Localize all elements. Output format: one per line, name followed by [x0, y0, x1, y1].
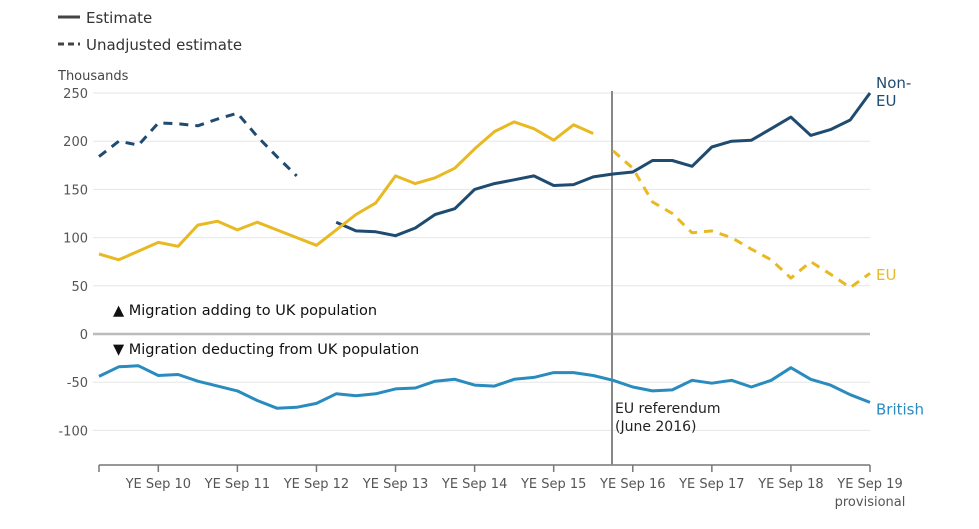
referendum-label: EU referendum: [615, 401, 720, 417]
series-label-eu: EU: [876, 266, 896, 284]
series-line-eu-solid: [98, 120, 594, 262]
y-tick-label: 100: [63, 232, 88, 247]
y-tick-label: -100: [58, 424, 88, 439]
y-axis-label: Thousands: [57, 69, 129, 84]
series-label-non-eu: Non-: [876, 74, 911, 92]
x-tick-label: YE Sep 15: [520, 477, 586, 492]
series-line-non-eu-solid: [335, 92, 872, 238]
referendum-label: (June 2016): [615, 419, 697, 435]
series-line-non-eu-dashed: [98, 111, 298, 177]
series-line-eu-dashed: [612, 149, 871, 290]
series-label-non-eu: EU: [876, 92, 896, 110]
x-tick-label: YE Sep 14: [441, 477, 507, 492]
annotation-adding: ▲ Migration adding to UK population: [113, 303, 377, 319]
y-tick-label: 0: [80, 328, 88, 343]
x-tick-label: YE Sep 19: [836, 477, 902, 492]
x-tick-label: YE Sep 18: [757, 477, 823, 492]
x-tick-label: YE Sep 12: [283, 477, 349, 492]
annotation-deducting: ▼ Migration deducting from UK population: [113, 342, 419, 358]
x-tick-sublabel: provisional: [835, 495, 906, 510]
x-tick-label: YE Sep 17: [678, 477, 744, 492]
x-tick-label: YE Sep 16: [599, 477, 665, 492]
y-tick-label: 150: [63, 183, 88, 198]
x-tick-label: YE Sep 13: [362, 477, 428, 492]
x-tick-label: YE Sep 11: [204, 477, 270, 492]
y-tick-label: -50: [67, 376, 88, 391]
y-tick-label: 250: [63, 87, 88, 102]
y-tick-label: 50: [71, 280, 88, 295]
series-label-british: British: [876, 400, 924, 418]
y-tick-label: 200: [63, 135, 88, 150]
series-line-british-solid: [98, 364, 871, 410]
legend-label: Unadjusted estimate: [86, 36, 242, 54]
x-tick-label: YE Sep 10: [125, 477, 191, 492]
legend-label: Estimate: [86, 9, 152, 27]
